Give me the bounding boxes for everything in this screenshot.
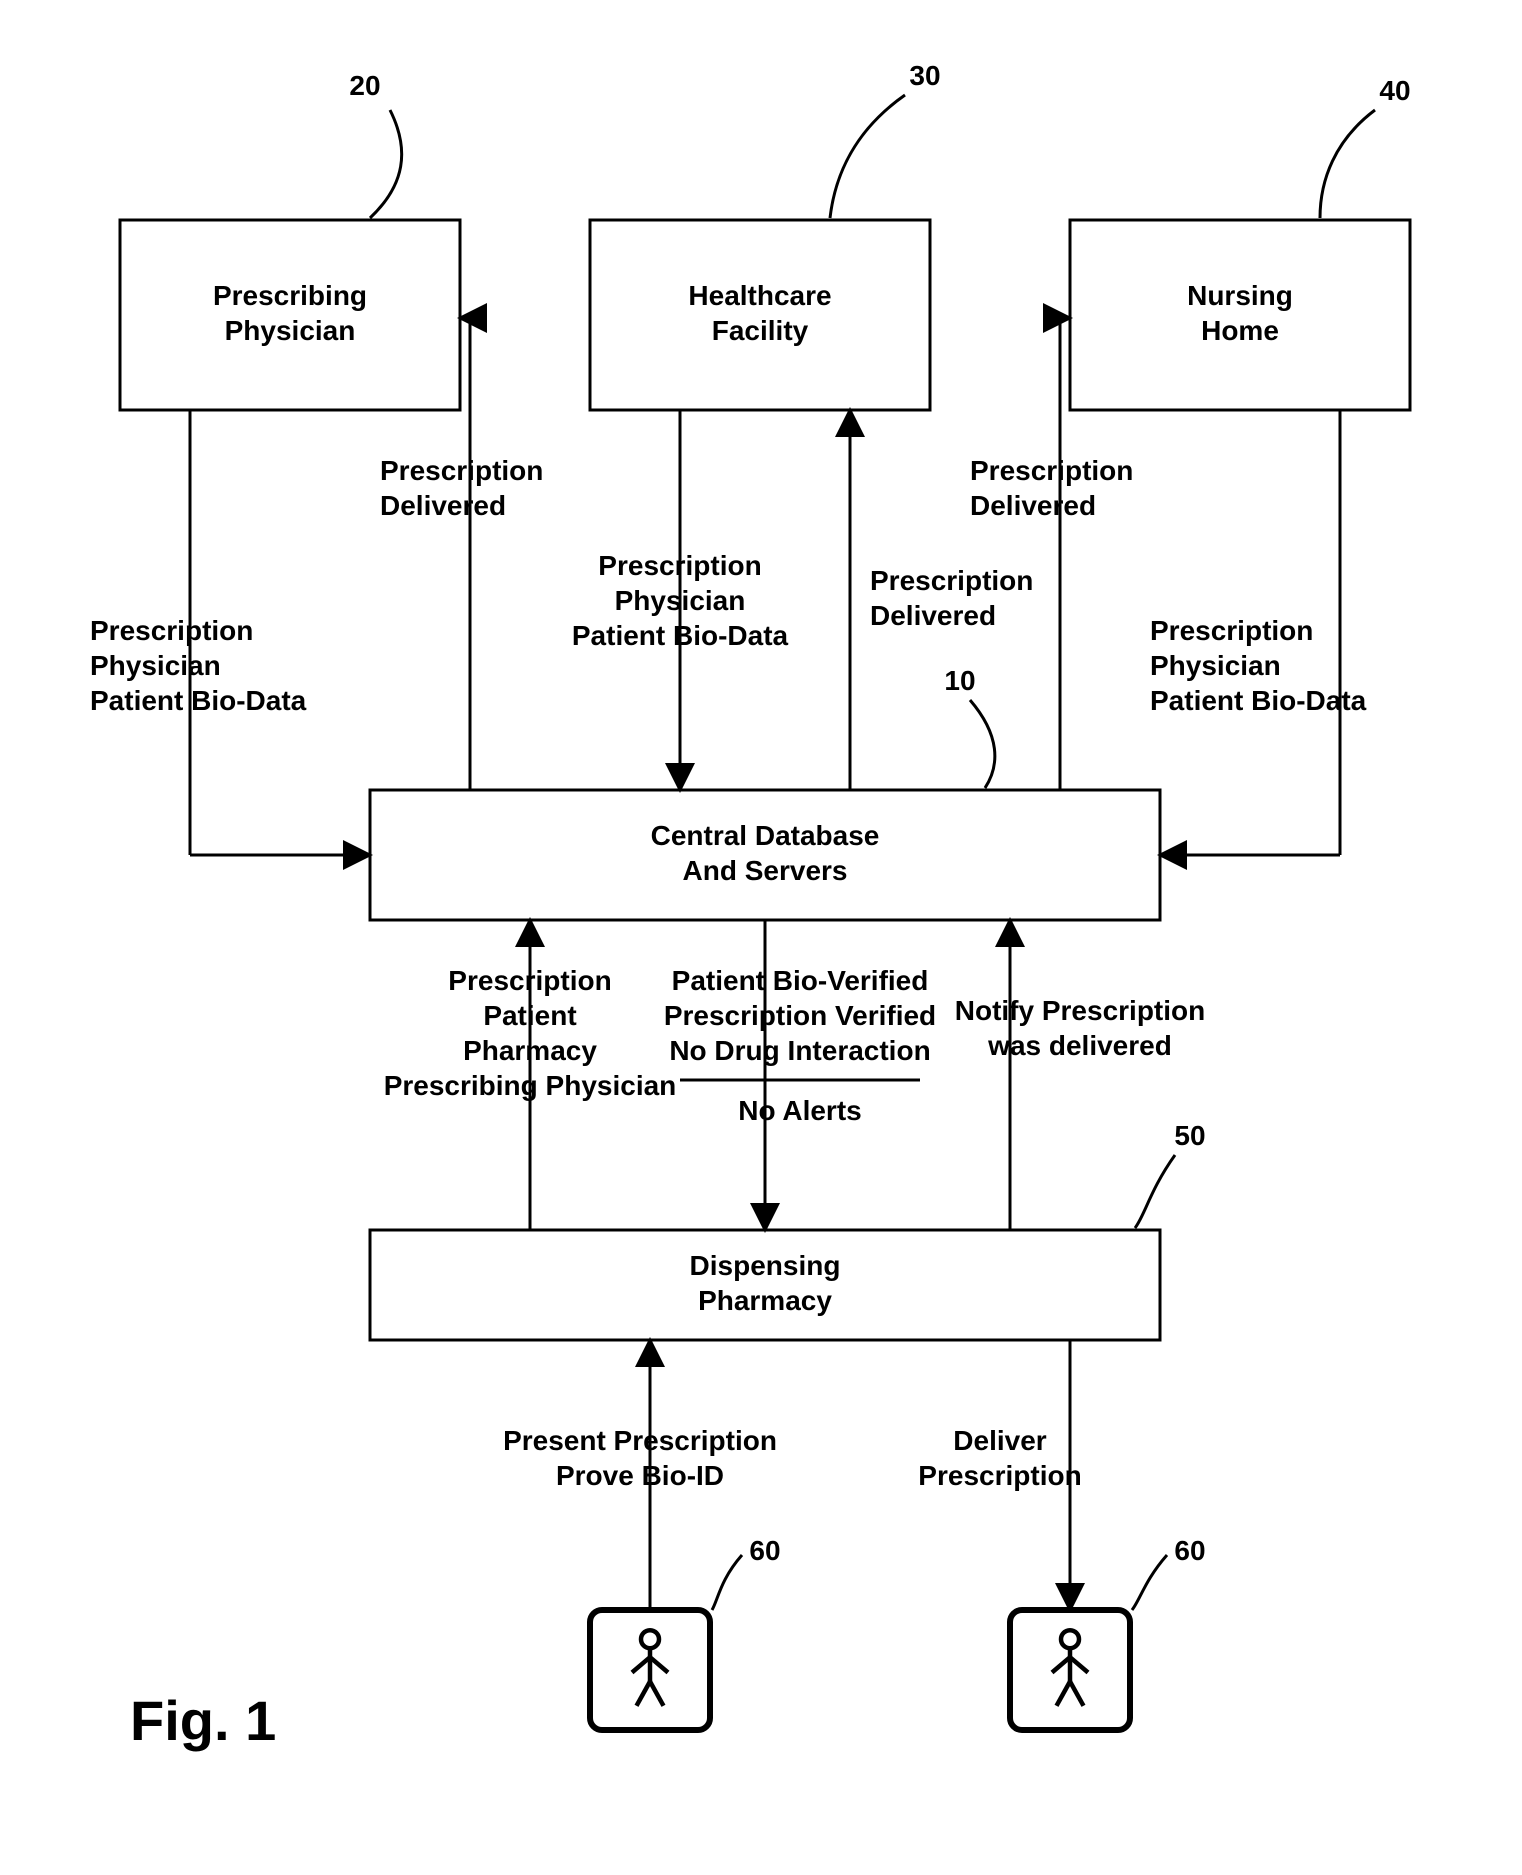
- ref-60-left: 60: [712, 1535, 781, 1610]
- svg-text:Notify Prescription: Notify Prescription: [955, 995, 1205, 1026]
- label-db-up-right: Notify Prescription was delivered: [955, 995, 1205, 1061]
- label-person-left: Present Prescription Prove Bio-ID: [503, 1425, 777, 1491]
- n50-l1: Dispensing: [690, 1250, 841, 1281]
- svg-text:Patient Bio-Verified: Patient Bio-Verified: [672, 965, 929, 996]
- svg-text:Patient Bio-Data: Patient Bio-Data: [90, 685, 307, 716]
- n20-l1: Prescribing: [213, 280, 367, 311]
- svg-text:Prescription: Prescription: [90, 615, 253, 646]
- svg-text:Prescription: Prescription: [970, 455, 1133, 486]
- svg-text:Prescription: Prescription: [448, 965, 611, 996]
- svg-text:Prescribing Physician: Prescribing Physician: [384, 1070, 677, 1101]
- box-healthcare-facility: Healthcare Facility: [590, 220, 930, 410]
- n40-l2: Home: [1201, 315, 1279, 346]
- svg-text:Prove Bio-ID: Prove Bio-ID: [556, 1460, 724, 1491]
- svg-text:Delivered: Delivered: [380, 490, 506, 521]
- n30-l1: Healthcare: [688, 280, 831, 311]
- box-prescribing-physician: Prescribing Physician: [120, 220, 460, 410]
- label-db-down: Patient Bio-Verified Prescription Verifi…: [664, 965, 936, 1126]
- svg-text:No Alerts: No Alerts: [738, 1095, 861, 1126]
- svg-text:Present Prescription: Present Prescription: [503, 1425, 777, 1456]
- svg-text:Deliver: Deliver: [953, 1425, 1046, 1456]
- svg-text:Patient Bio-Data: Patient Bio-Data: [1150, 685, 1367, 716]
- ref-20: 20: [349, 70, 401, 218]
- box-dispensing-pharmacy: Dispensing Pharmacy: [370, 1230, 1160, 1340]
- ref-60-right: 60: [1132, 1535, 1206, 1610]
- label-person-right: Deliver Prescription: [918, 1425, 1081, 1491]
- label-30-down: Prescription Physician Patient Bio-Data: [572, 550, 789, 651]
- box-nursing-home: Nursing Home: [1070, 220, 1410, 410]
- svg-text:No Drug Interaction: No Drug Interaction: [669, 1035, 930, 1066]
- n10-l2: And Servers: [683, 855, 848, 886]
- n30-l2: Facility: [712, 315, 809, 346]
- svg-text:10: 10: [944, 665, 975, 696]
- label-40-up: Prescription Delivered: [970, 455, 1133, 521]
- n20-l2: Physician: [225, 315, 356, 346]
- svg-text:Prescription Verified: Prescription Verified: [664, 1000, 936, 1031]
- svg-text:60: 60: [1174, 1535, 1205, 1566]
- n40-l1: Nursing: [1187, 280, 1293, 311]
- svg-text:Patient Bio-Data: Patient Bio-Data: [572, 620, 789, 651]
- svg-text:Patient: Patient: [483, 1000, 576, 1031]
- ref-10: 10: [944, 665, 994, 788]
- ref-40: 40: [1320, 75, 1411, 218]
- svg-text:Prescription: Prescription: [870, 565, 1033, 596]
- label-30-up: Prescription Delivered: [870, 565, 1033, 631]
- label-20-up: Prescription Delivered: [380, 455, 543, 521]
- label-20-down: Prescription Physician Patient Bio-Data: [90, 615, 307, 716]
- n50-l2: Pharmacy: [698, 1285, 832, 1316]
- label-40-down-right: Prescription Physician Patient Bio-Data: [1150, 615, 1367, 716]
- svg-text:Pharmacy: Pharmacy: [463, 1035, 597, 1066]
- svg-text:50: 50: [1174, 1120, 1205, 1151]
- svg-text:Prescription: Prescription: [380, 455, 543, 486]
- svg-text:Prescription: Prescription: [598, 550, 761, 581]
- person-right: [1010, 1610, 1130, 1730]
- svg-text:Physician: Physician: [1150, 650, 1281, 681]
- svg-text:20: 20: [349, 70, 380, 101]
- svg-text:Physician: Physician: [615, 585, 746, 616]
- svg-text:Delivered: Delivered: [970, 490, 1096, 521]
- svg-text:Delivered: Delivered: [870, 600, 996, 631]
- svg-text:Physician: Physician: [90, 650, 221, 681]
- svg-text:Prescription: Prescription: [1150, 615, 1313, 646]
- svg-text:was delivered: was delivered: [987, 1030, 1172, 1061]
- ref-30: 30: [830, 60, 941, 218]
- box-central-database: Central Database And Servers: [370, 790, 1160, 920]
- figure-label: Fig. 1: [130, 1689, 276, 1752]
- ref-50: 50: [1135, 1120, 1206, 1228]
- svg-text:Prescription: Prescription: [918, 1460, 1081, 1491]
- svg-text:30: 30: [909, 60, 940, 91]
- svg-text:40: 40: [1379, 75, 1410, 106]
- person-left: [590, 1610, 710, 1730]
- n10-l1: Central Database: [651, 820, 880, 851]
- svg-text:60: 60: [749, 1535, 780, 1566]
